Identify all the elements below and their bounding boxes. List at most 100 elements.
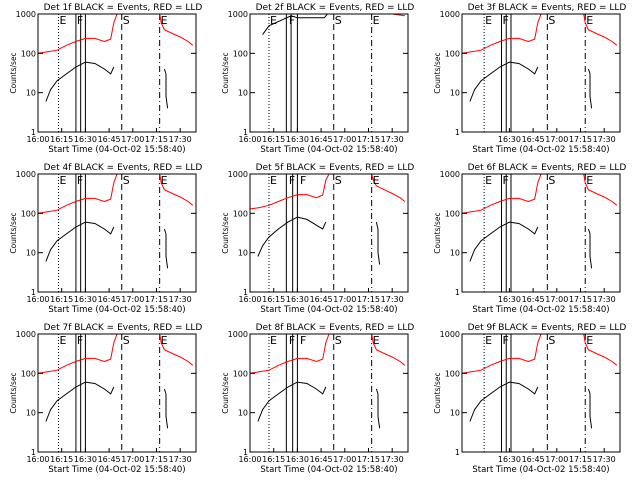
lld-series-line <box>250 334 330 374</box>
event-marker-label: F <box>77 174 83 187</box>
x-tick-label: 16:45 <box>310 135 333 144</box>
y-tick-label: 1 <box>31 128 36 137</box>
event-marker-label: S <box>335 334 342 347</box>
plot-frame <box>461 333 621 453</box>
x-tick-label: 17:15 <box>569 455 592 464</box>
x-tick-label: 16:30 <box>286 135 309 144</box>
x-tick-label: 16:45 <box>522 455 545 464</box>
plot-frame <box>249 13 409 133</box>
x-axis-label: Start Time (04-Oct-02 15:58:40) <box>48 465 185 475</box>
y-tick-label: 10 <box>26 409 36 418</box>
x-tick-label: 17:15 <box>357 135 380 144</box>
panel-title: Det 2f BLACK = Events, RED = LLD <box>256 3 415 13</box>
x-tick-label: 16:00 <box>238 455 261 464</box>
events-series-line <box>469 61 539 102</box>
event-marker-label: F <box>289 334 295 347</box>
x-tick-label: 16:30 <box>498 295 521 304</box>
event-marker-label: S <box>548 14 555 27</box>
event-marker-label: S <box>335 14 342 27</box>
lld-series-line <box>159 334 194 366</box>
panel-title: Det 3f BLACK = Events, RED = LLD <box>468 3 627 13</box>
y-axis-label: Counts/sec <box>221 372 230 413</box>
y-tick-label: 1000 <box>440 10 460 19</box>
event-marker-label: S <box>123 14 130 27</box>
x-tick-label: 17:00 <box>545 135 568 144</box>
events-series-line <box>262 14 328 35</box>
y-tick-label: 1 <box>243 448 248 457</box>
y-tick-label: 1000 <box>16 330 36 339</box>
x-tick-label: 16:45 <box>98 135 121 144</box>
event-marker-label: S <box>548 334 555 347</box>
x-tick-label: 17:30 <box>169 295 192 304</box>
y-tick-label: 100 <box>445 369 460 378</box>
x-tick-label: 17:30 <box>593 135 616 144</box>
event-marker-label: E <box>485 14 492 27</box>
x-tick-label: 17:15 <box>569 295 592 304</box>
event-marker-label: S <box>123 174 130 187</box>
y-tick-label: 1 <box>455 288 460 297</box>
y-tick-label: 10 <box>26 89 36 98</box>
x-tick-label: 17:30 <box>169 135 192 144</box>
events-series-line <box>45 61 115 102</box>
y-tick-label: 100 <box>233 49 248 58</box>
event-marker-label: E <box>270 14 277 27</box>
event-marker-label: E <box>270 334 277 347</box>
event-marker-label: E <box>161 174 168 187</box>
event-marker-label: E <box>161 334 168 347</box>
x-tick-label: 17:15 <box>569 135 592 144</box>
lld-series-line <box>371 14 405 17</box>
y-tick-label: 100 <box>233 209 248 218</box>
event-marker-label: S <box>335 174 342 187</box>
lld-series-line <box>583 14 618 46</box>
events-series-line <box>163 388 169 429</box>
plot-frame <box>37 333 197 453</box>
event-marker-label: F <box>300 334 306 347</box>
lld-series-line <box>371 174 406 202</box>
x-axis-label: Start Time (04-Oct-02 15:58:40) <box>260 465 397 475</box>
x-tick-label: 16:30 <box>74 295 97 304</box>
x-tick-label: 17:30 <box>381 455 404 464</box>
events-series-line <box>45 381 115 422</box>
plot-frame <box>249 173 409 293</box>
x-axis-label: Start Time (04-Oct-02 15:58:40) <box>472 465 609 475</box>
events-series-line <box>375 388 381 429</box>
y-tick-label: 100 <box>21 49 36 58</box>
x-tick-label: 17:15 <box>145 295 168 304</box>
y-tick-label: 100 <box>21 209 36 218</box>
panel-title: Det 9f BLACK = Events, RED = LLD <box>468 323 627 333</box>
x-tick-label: 17:00 <box>545 455 568 464</box>
lld-series-line <box>38 174 118 214</box>
panel-title: Det 4f BLACK = Events, RED = LLD <box>44 163 203 173</box>
x-tick-label: 16:00 <box>238 135 261 144</box>
x-tick-label: 16:15 <box>262 295 285 304</box>
y-axis-label: Counts/sec <box>433 212 442 253</box>
event-marker-label: E <box>586 334 593 347</box>
x-tick-label: 16:15 <box>50 455 73 464</box>
y-tick-label: 1 <box>243 288 248 297</box>
events-series-line <box>257 216 327 257</box>
x-tick-label: 17:00 <box>121 455 144 464</box>
event-marker-label: S <box>548 174 555 187</box>
lld-series-line <box>159 174 194 206</box>
event-marker-label: F <box>503 174 509 187</box>
x-tick-label: 16:45 <box>522 295 545 304</box>
event-marker-label: S <box>123 334 130 347</box>
x-tick-label: 17:30 <box>593 455 616 464</box>
y-tick-label: 1000 <box>440 330 460 339</box>
y-tick-label: 100 <box>21 369 36 378</box>
x-tick-label: 16:30 <box>498 135 521 144</box>
y-axis-label: Counts/sec <box>221 52 230 93</box>
x-axis-label: Start Time (04-Oct-02 15:58:40) <box>472 145 609 155</box>
x-tick-label: 16:30 <box>498 455 521 464</box>
event-marker-label: F <box>503 334 509 347</box>
x-tick-label: 16:00 <box>238 295 261 304</box>
x-tick-label: 16:45 <box>310 295 333 304</box>
x-tick-label: 17:30 <box>593 295 616 304</box>
y-tick-label: 1 <box>31 448 36 457</box>
event-marker-label: E <box>60 174 67 187</box>
x-tick-label: 17:30 <box>169 455 192 464</box>
